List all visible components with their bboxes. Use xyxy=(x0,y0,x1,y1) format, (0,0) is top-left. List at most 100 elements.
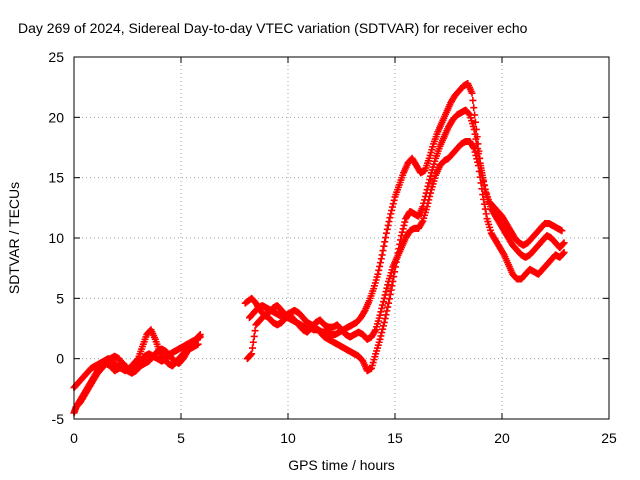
y-tick-label: 0 xyxy=(56,351,64,367)
data-point-interp xyxy=(378,329,386,337)
data-point-interp xyxy=(385,218,393,226)
data-point-interp xyxy=(379,247,387,255)
data-point-interp xyxy=(389,200,397,208)
data-point xyxy=(468,89,476,97)
data-point-interp xyxy=(249,338,257,346)
data-point xyxy=(558,227,566,235)
data-point-interp xyxy=(424,199,432,207)
data-point-interp xyxy=(427,189,435,197)
data-point-interp xyxy=(375,266,383,274)
data-point-interp xyxy=(382,234,390,242)
x-axis-label: GPS time / hours xyxy=(288,457,395,473)
data-point-interp xyxy=(382,311,390,319)
data-point-interp xyxy=(383,284,391,292)
data-point-interp xyxy=(477,179,485,187)
data-point-interp xyxy=(377,255,385,263)
data-point xyxy=(479,191,487,199)
data-point-interp xyxy=(471,130,479,138)
data-point-interp xyxy=(469,96,477,104)
data-point xyxy=(378,251,386,259)
x-tick-label: 25 xyxy=(601,430,617,446)
data-point xyxy=(385,299,393,307)
data-point xyxy=(382,229,390,237)
data-point xyxy=(470,145,478,153)
data-point-interp xyxy=(469,143,477,151)
data-point-interp xyxy=(401,218,409,226)
data-point-interp xyxy=(475,167,483,175)
data-point xyxy=(423,203,431,211)
data-point-interp xyxy=(426,176,434,184)
data-point-interp xyxy=(398,228,406,236)
y-tick-label: 15 xyxy=(48,170,64,186)
data-point xyxy=(376,335,384,343)
x-tick-label: 0 xyxy=(70,430,78,446)
data-point xyxy=(560,239,568,247)
data-point-interp xyxy=(377,308,385,316)
data-point-interp xyxy=(425,179,433,187)
data-point-interp xyxy=(251,327,259,335)
data-point-interp xyxy=(379,325,387,333)
data-point xyxy=(376,311,384,319)
data-point-interp xyxy=(390,273,398,281)
y-tick-label: 5 xyxy=(56,290,64,306)
x-tick-label: 20 xyxy=(494,430,510,446)
data-point-interp xyxy=(559,249,567,257)
data-point xyxy=(387,210,395,218)
data-point-interp xyxy=(380,242,388,250)
data-point-interp xyxy=(371,327,379,335)
data-point xyxy=(470,125,478,133)
data-point-interp xyxy=(376,259,384,267)
data-point-interp xyxy=(481,205,489,213)
data-points xyxy=(70,80,568,417)
data-point-interp xyxy=(384,281,392,289)
grid-lines xyxy=(74,57,609,419)
data-point-interp xyxy=(381,315,389,323)
data-point-interp xyxy=(480,200,488,208)
y-tick-label: -5 xyxy=(52,411,65,427)
data-point-interp xyxy=(383,307,391,315)
data-point-interp xyxy=(250,332,258,340)
data-point-interp xyxy=(465,110,473,118)
data-point-interp xyxy=(478,185,486,193)
data-point-interp xyxy=(399,225,407,233)
data-point-interp xyxy=(379,322,387,330)
data-point xyxy=(380,318,388,326)
data-point-interp xyxy=(472,151,480,159)
data-point-interp xyxy=(473,155,481,163)
data-point-interp xyxy=(387,286,395,294)
data-point xyxy=(560,248,568,256)
data-point-interp xyxy=(248,344,256,352)
data-point xyxy=(380,294,388,302)
data-point-interp xyxy=(390,196,398,204)
data-point-interp xyxy=(378,304,386,312)
data-point xyxy=(474,162,482,170)
data-point-interp xyxy=(382,288,390,296)
data-point-interp xyxy=(418,219,426,227)
axis-ticks: 0 5 10 15 20 25 -5 0 5 10 15 20 25 xyxy=(48,49,617,446)
data-point-interp xyxy=(559,240,567,248)
data-point xyxy=(374,270,382,278)
data-point-interp xyxy=(482,189,490,197)
x-tick-label: 5 xyxy=(177,430,185,446)
y-tick-label: 10 xyxy=(48,230,64,246)
data-point-interp xyxy=(400,221,408,229)
data-point-interp xyxy=(480,195,488,203)
y-tick-label: 25 xyxy=(48,49,64,65)
data-point xyxy=(397,232,405,240)
data-point-interp xyxy=(472,135,480,143)
data-point-interp xyxy=(383,225,391,233)
data-point-interp xyxy=(381,238,389,246)
data-point-interp xyxy=(195,331,203,339)
data-point-interp xyxy=(426,192,434,200)
data-point-interp xyxy=(384,221,392,229)
data-point-interp xyxy=(247,351,255,359)
data-point xyxy=(248,350,256,358)
data-point-interp xyxy=(384,303,392,311)
data-point xyxy=(196,331,204,339)
data-point-interp xyxy=(386,214,394,222)
data-point-interp xyxy=(377,332,385,340)
data-point-interp xyxy=(470,104,478,112)
data-point-interp xyxy=(471,148,479,156)
data-point-interp xyxy=(388,282,396,290)
